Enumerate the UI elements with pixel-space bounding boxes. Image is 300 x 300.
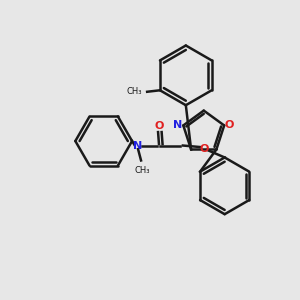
- Text: CH₃: CH₃: [127, 87, 142, 96]
- Text: CH₃: CH₃: [135, 166, 150, 175]
- Text: N: N: [173, 120, 183, 130]
- Text: O: O: [199, 143, 208, 154]
- Text: O: O: [154, 121, 164, 131]
- Text: N: N: [134, 140, 143, 151]
- Text: O: O: [225, 120, 234, 130]
